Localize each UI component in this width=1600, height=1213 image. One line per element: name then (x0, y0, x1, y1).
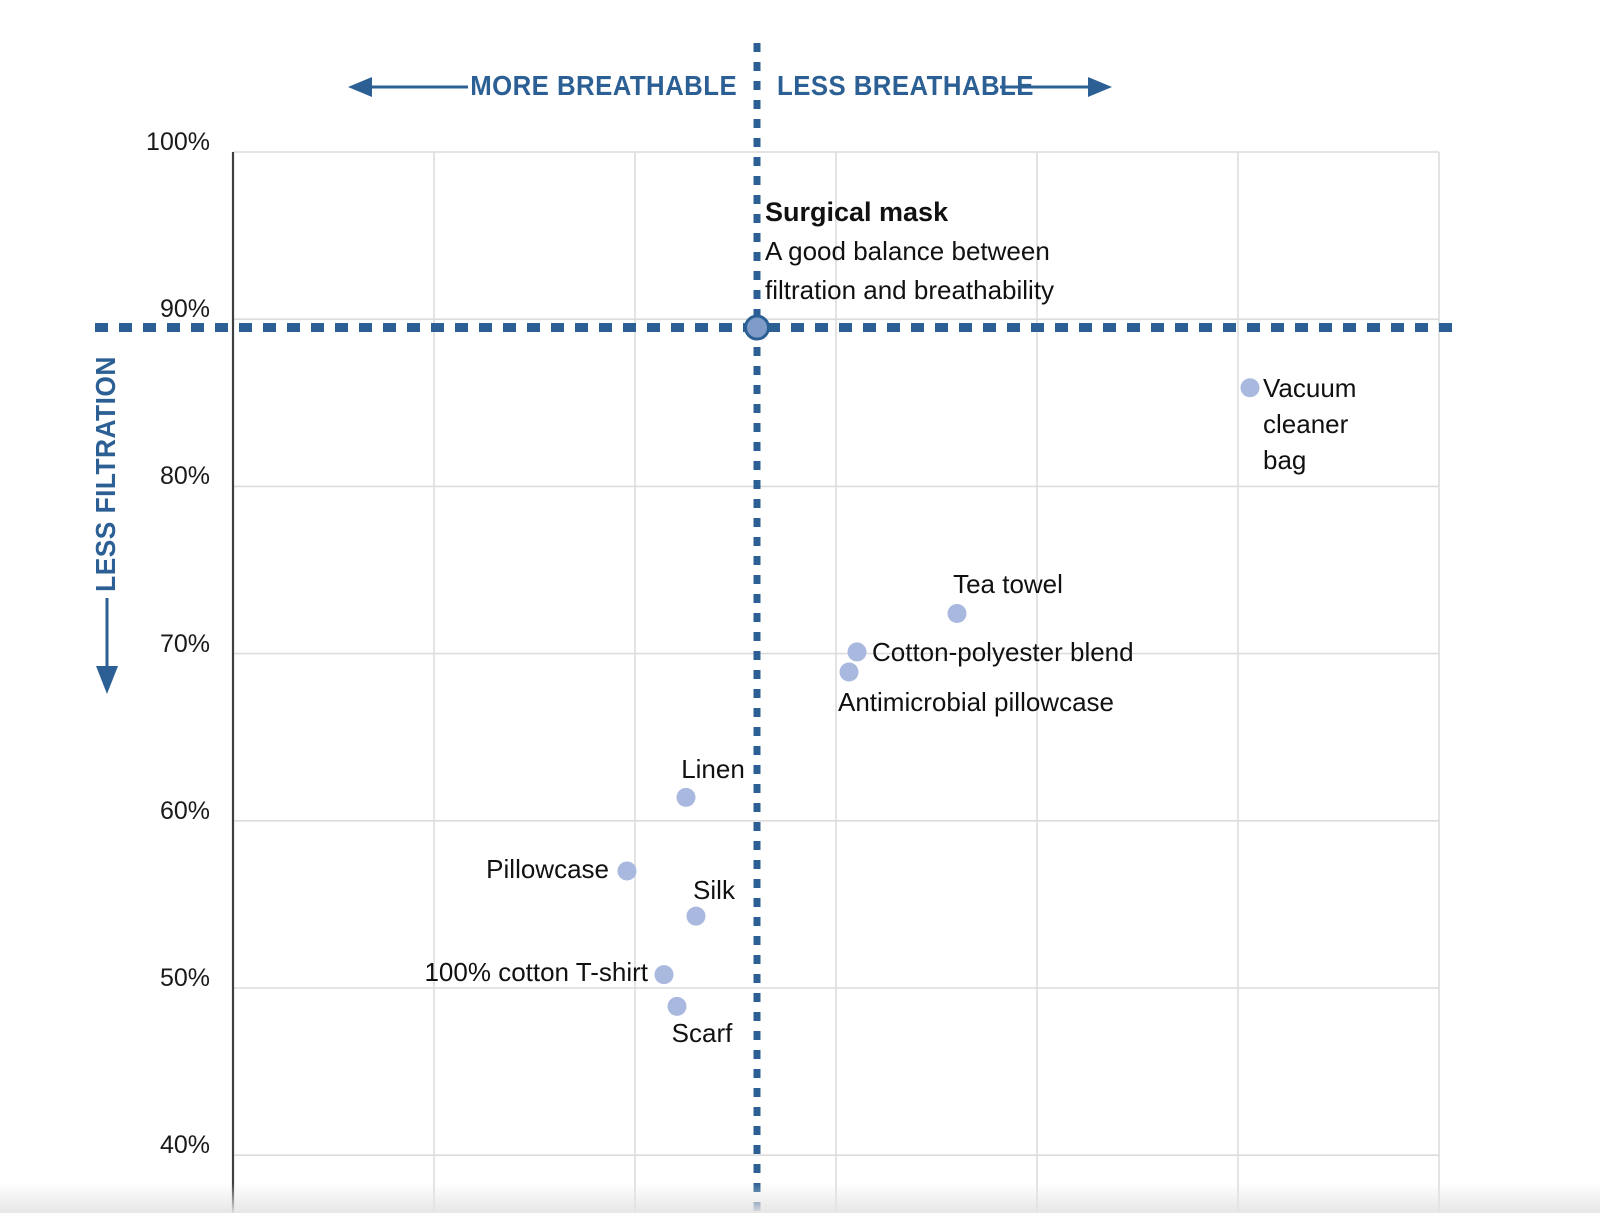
y-tick-label-60: 60% (159, 796, 210, 825)
data-point-surgical-mask (744, 314, 770, 341)
point-label-tea-towel: Tea towel (953, 569, 1063, 599)
point-label-scarf: Scarf (671, 1018, 733, 1048)
point-label-vacuum-cleaner-bag: Vacuum cleaner bag (1263, 373, 1357, 475)
point-label-pillowcase: Pillowcase (486, 854, 609, 884)
y-tick-label-90: 90% (159, 295, 210, 324)
data-point-cotton-polyester-blend (847, 642, 867, 662)
point-label-linen: Linen (681, 754, 745, 784)
y-tick-label-50: 50% (159, 964, 210, 992)
data-point-cotton-t-shirt (654, 965, 674, 985)
y-tick-label-70: 70% (159, 629, 210, 658)
less-filtration-arrowhead-icon (96, 666, 118, 694)
x-axis-label-more-breathable: MORE BREATHABLE (470, 70, 737, 101)
less-breathable-arrowhead-icon (1088, 77, 1112, 97)
point-label-cotton-polyester-blend: Cotton-polyester blend (872, 637, 1134, 667)
data-point-scarf (667, 996, 687, 1016)
data-point-silk (686, 906, 706, 926)
surgical-mask-annotation: Surgical mask A good balance between fil… (765, 193, 1054, 310)
y-tick-label-80: 80% (159, 462, 210, 491)
x-axis-label-less-breathable: LESS BREATHABLE (777, 70, 1034, 101)
y-tick-label-40: 40% (159, 1131, 210, 1160)
data-point-antimicrobial-pillowcase (839, 662, 859, 682)
annotation-title: Surgical mask (765, 197, 949, 227)
point-label-cotton-t-shirt: 100% cotton T-shirt (424, 957, 648, 987)
data-point-pillowcase (617, 861, 637, 881)
annotation-line: filtration and breathability (765, 275, 1055, 305)
y-tick-label-100: 100% (146, 128, 210, 156)
point-label-antimicrobial-pillowcase: Antimicrobial pillowcase (838, 687, 1114, 717)
more-breathable-arrowhead-icon (348, 77, 372, 97)
data-point-vacuum-cleaner-bag (1240, 378, 1260, 398)
data-point-linen (676, 787, 696, 807)
data-point-tea-towel (947, 603, 967, 623)
point-label-silk: Silk (693, 875, 735, 905)
annotation-line: A good balance between (765, 236, 1050, 266)
